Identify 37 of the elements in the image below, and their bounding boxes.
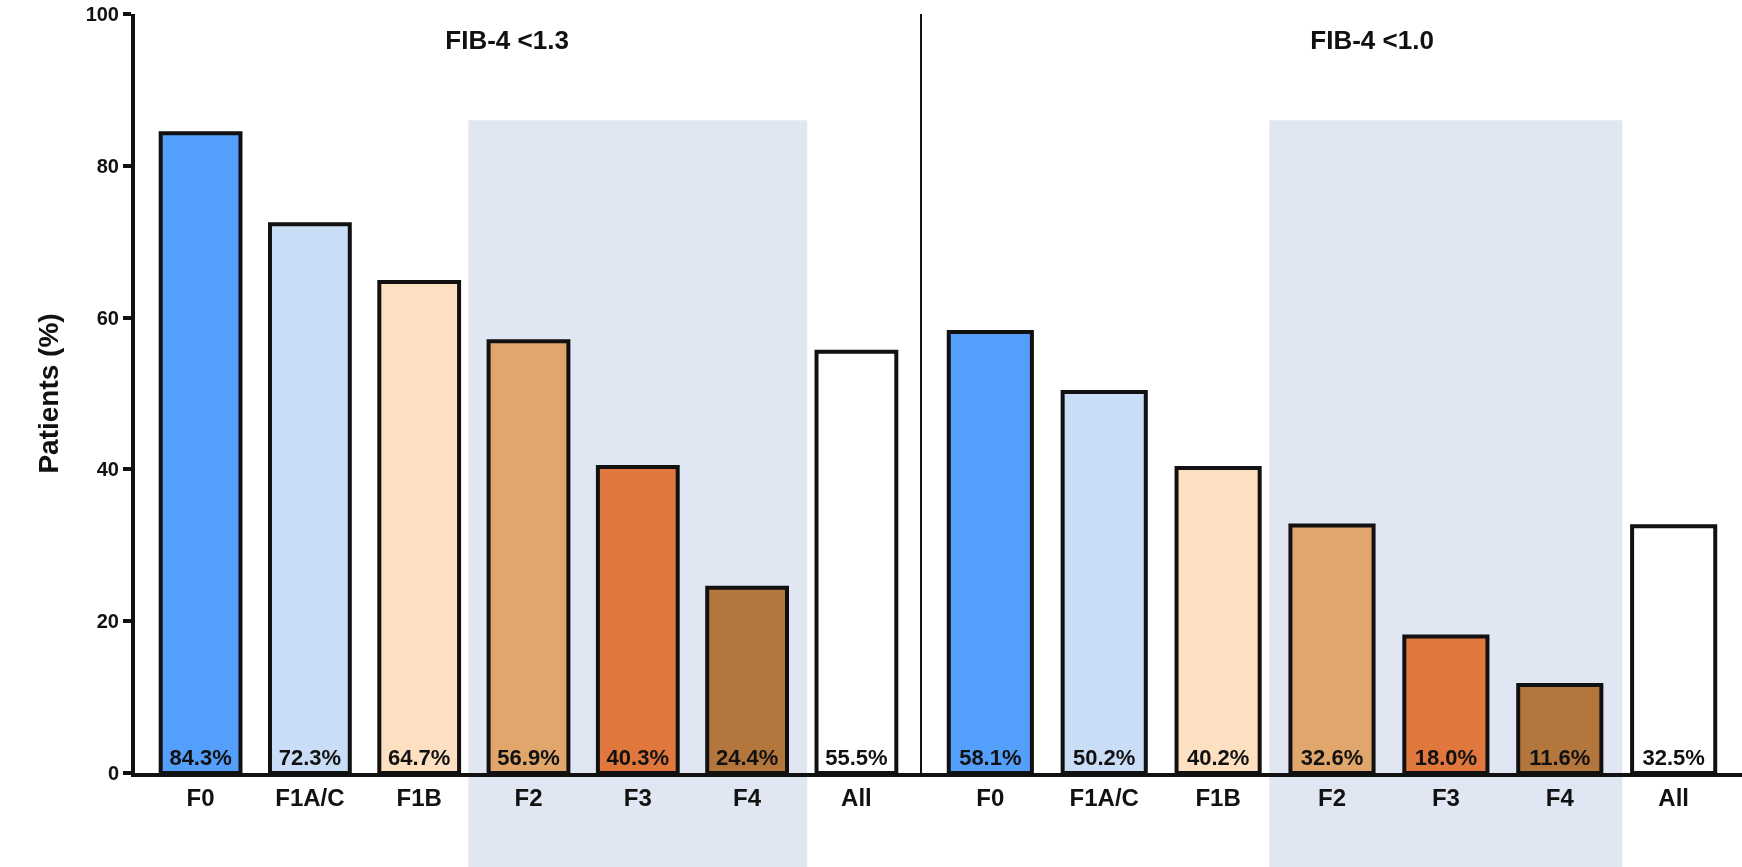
- x-tick-label: F1A/C: [275, 783, 345, 811]
- x-tick-label: F0: [186, 783, 215, 811]
- data-label: 55.5%: [825, 745, 888, 770]
- y-axis-title: Patients (%): [32, 313, 64, 474]
- x-tick-label: F4: [1545, 783, 1575, 811]
- x-tick-label: F1A/C: [1069, 783, 1139, 811]
- data-label: 24.4%: [715, 745, 779, 770]
- x-tick-label: F2: [1317, 783, 1347, 811]
- x-tick-label: F3: [1431, 783, 1460, 811]
- x-tick-label: F4: [733, 783, 762, 811]
- y-tick-label: 80: [96, 154, 119, 177]
- data-label: 32.5%: [1642, 745, 1705, 770]
- y-tick-label: 60: [96, 306, 119, 329]
- y-tick-label: 0: [107, 762, 119, 784]
- x-tick-label: F1B: [396, 783, 442, 811]
- data-label: 18.0%: [1414, 745, 1478, 770]
- chart-title: FIB-4 <1.3: [445, 24, 569, 55]
- data-label: 64.7%: [388, 745, 451, 770]
- x-tick-label: F0: [976, 783, 1005, 811]
- data-label: 58.1%: [959, 745, 1022, 770]
- y-tick-label: 20: [96, 610, 119, 633]
- data-label: 84.3%: [169, 745, 232, 770]
- data-label: 56.9%: [497, 745, 560, 770]
- x-tick-label: All: [1658, 783, 1690, 811]
- data-label: 50.2%: [1073, 745, 1136, 770]
- data-label: 32.6%: [1300, 745, 1364, 770]
- y-tick-label: 40: [96, 458, 119, 481]
- data-label: 72.3%: [278, 745, 342, 770]
- y-tick-label: 100: [85, 3, 119, 25]
- chart-title: FIB-4 <1.0: [1310, 24, 1434, 55]
- x-tick-label: F2: [514, 783, 543, 811]
- data-label: 40.3%: [606, 745, 669, 770]
- x-tick-label: F1B: [1195, 783, 1241, 811]
- data-label: 11.6%: [1529, 745, 1591, 770]
- x-tick-label: All: [841, 783, 872, 811]
- data-label: 40.2%: [1186, 745, 1250, 770]
- x-tick-label: F3: [623, 783, 652, 811]
